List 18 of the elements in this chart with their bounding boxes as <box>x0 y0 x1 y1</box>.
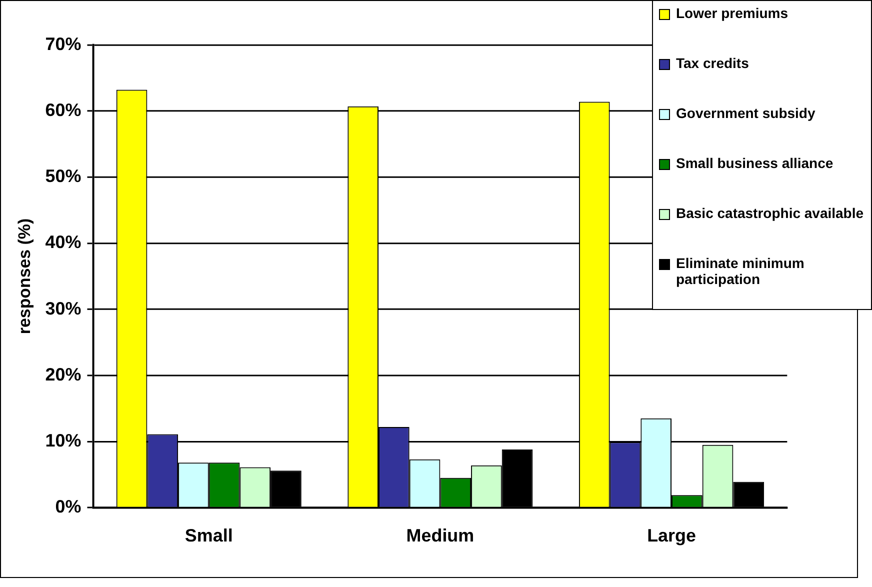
x-tick-label: Large <box>647 525 696 546</box>
y-tick-label: 30% <box>45 298 82 318</box>
x-tick-label: Medium <box>406 525 474 546</box>
legend-label: Government subsidy <box>676 105 816 121</box>
legend-label: Small business alliance <box>676 155 834 171</box>
y-axis-title: responses (%) <box>14 218 34 334</box>
legend-label: Eliminate minimum participation <box>676 255 806 287</box>
legend-label: Tax credits <box>676 55 749 71</box>
x-tick-label: Small <box>184 525 233 546</box>
legend-label: Basic catastrophic available <box>676 205 864 221</box>
y-tick-label: 20% <box>45 364 82 384</box>
legend-label: Lower premiums <box>676 5 788 21</box>
y-tick-label: 60% <box>45 100 82 120</box>
y-tick-label: 50% <box>45 166 82 186</box>
y-tick-label: 10% <box>45 430 82 450</box>
y-tick-label: 40% <box>45 232 82 252</box>
y-tick-label: 0% <box>55 496 82 517</box>
y-tick-label: 70% <box>45 34 82 54</box>
